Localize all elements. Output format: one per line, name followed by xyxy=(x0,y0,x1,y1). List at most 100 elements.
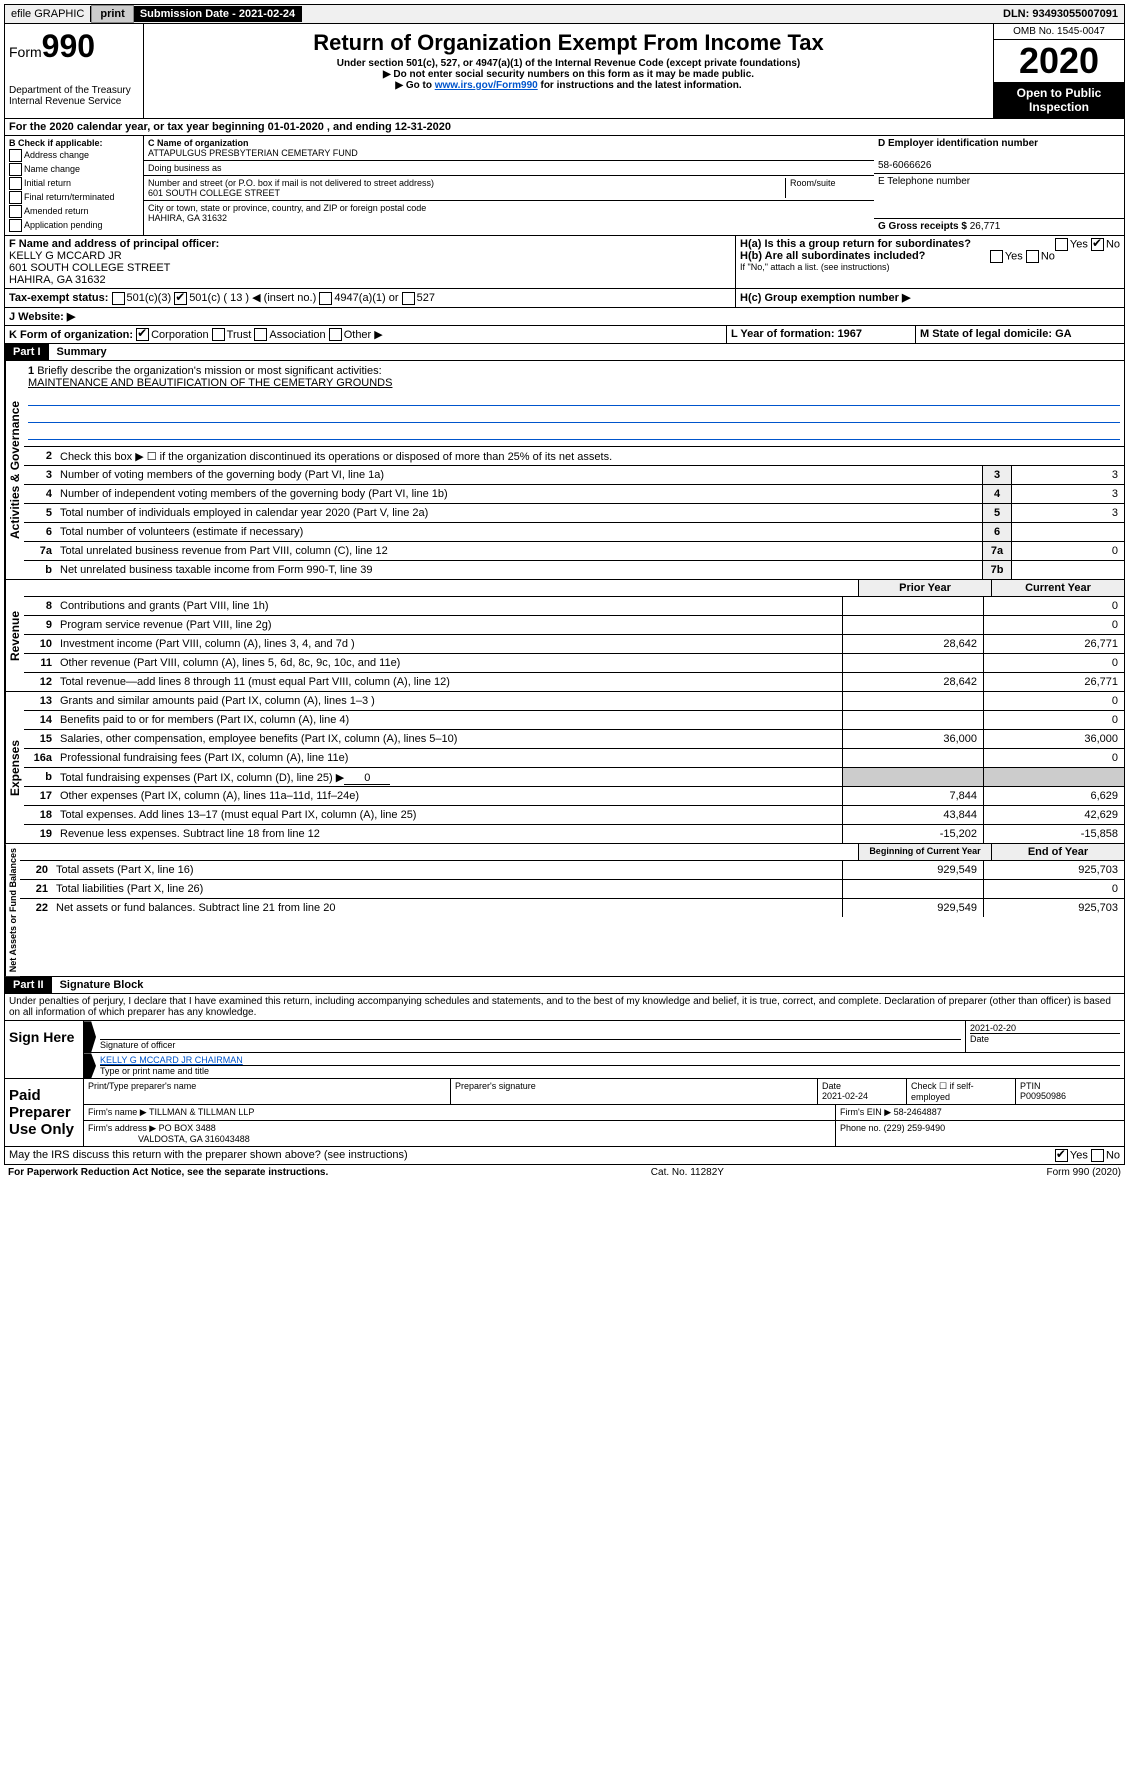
l8-p xyxy=(842,597,983,615)
l19-desc: Revenue less expenses. Subtract line 18 … xyxy=(56,826,842,842)
print-button[interactable]: print xyxy=(91,5,133,23)
dba-label: Doing business as xyxy=(148,163,222,173)
l19-c: -15,858 xyxy=(983,825,1124,843)
hdr-prior: Prior Year xyxy=(858,580,991,596)
l3-desc: Number of voting members of the governin… xyxy=(56,467,982,483)
omb-label: OMB No. 1545-0047 xyxy=(994,24,1124,40)
cb-4947[interactable] xyxy=(319,292,332,305)
form-number: 990 xyxy=(42,28,95,64)
l12-c: 26,771 xyxy=(983,673,1124,691)
cb-corp[interactable] xyxy=(136,328,149,341)
efile-label: efile GRAPHIC xyxy=(5,6,91,22)
cb-pending[interactable] xyxy=(9,219,22,232)
org-name: ATTAPULGUS PRESBYTERIAN CEMETARY FUND xyxy=(148,148,358,158)
g-value: 26,771 xyxy=(970,221,1001,232)
cb-trust[interactable] xyxy=(212,328,225,341)
netassets-section: Net Assets or Fund Balances Beginning of… xyxy=(4,844,1125,977)
ptin-h: PTIN xyxy=(1020,1081,1041,1091)
header-right: OMB No. 1545-0047 2020 Open to Public In… xyxy=(993,24,1124,118)
cb-assoc[interactable] xyxy=(254,328,267,341)
org-form-row: K Form of organization: Corporation Trus… xyxy=(4,326,1125,345)
discuss-q: May the IRS discuss this return with the… xyxy=(9,1149,408,1161)
hc-label: H(c) Group exemption number ▶ xyxy=(740,292,910,304)
l15-desc: Salaries, other compensation, employee b… xyxy=(56,731,842,747)
l20-e: 925,703 xyxy=(983,861,1124,879)
cb-final[interactable] xyxy=(9,191,22,204)
cb-discuss-no[interactable] xyxy=(1091,1149,1104,1162)
l7a-desc: Total unrelated business revenue from Pa… xyxy=(56,543,982,559)
cb-hb-yes[interactable] xyxy=(990,250,1003,263)
l22-e: 925,703 xyxy=(983,899,1124,917)
opt-initial: Initial return xyxy=(24,178,71,188)
opt-name-change: Name change xyxy=(24,164,80,174)
page-footer: For Paperwork Reduction Act Notice, see … xyxy=(4,1165,1125,1180)
l16b-val: 0 xyxy=(344,772,390,785)
l20-b: 929,549 xyxy=(842,861,983,879)
website-row: J Website: ▶ xyxy=(4,308,1125,326)
cb-amended[interactable] xyxy=(9,205,22,218)
opt-4947: 4947(a)(1) or xyxy=(334,292,398,304)
cb-hb-no[interactable] xyxy=(1026,250,1039,263)
discuss-row: May the IRS discuss this return with the… xyxy=(4,1147,1125,1165)
l7b-val xyxy=(1011,561,1124,579)
signer-name[interactable]: KELLY G MCCARD JR CHAIRMAN xyxy=(100,1055,243,1065)
tax-year: 2020 xyxy=(994,40,1124,82)
header-left: Form990 Department of the Treasury Inter… xyxy=(5,24,144,118)
l11-c: 0 xyxy=(983,654,1124,672)
cb-ha-yes[interactable] xyxy=(1055,238,1068,251)
street-value: 601 SOUTH COLLEGE STREET xyxy=(148,188,280,198)
period-text: For the 2020 calendar year, or tax year … xyxy=(5,119,1124,135)
period-row: For the 2020 calendar year, or tax year … xyxy=(4,119,1125,136)
prep-sig-h: Preparer's signature xyxy=(451,1079,818,1104)
firm-addr-label: Firm's address ▶ xyxy=(88,1123,156,1133)
firm-addr1: PO BOX 3488 xyxy=(159,1123,216,1133)
street-label: Number and street (or P.O. box if mail i… xyxy=(148,178,434,188)
m-label: M State of legal domicile: GA xyxy=(920,328,1072,340)
firm-ein-label: Firm's EIN ▶ xyxy=(840,1107,891,1117)
i-label: Tax-exempt status: xyxy=(9,292,108,304)
sign-here-label: Sign Here xyxy=(5,1021,84,1078)
l5-val: 3 xyxy=(1011,504,1124,522)
cb-name-change[interactable] xyxy=(9,163,22,176)
l18-desc: Total expenses. Add lines 13–17 (must eq… xyxy=(56,807,842,823)
l9-p xyxy=(842,616,983,634)
perjury-row: Under penalties of perjury, I declare th… xyxy=(4,994,1125,1021)
l4-desc: Number of independent voting members of … xyxy=(56,486,982,502)
l17-c: 6,629 xyxy=(983,787,1124,805)
l-label: L Year of formation: 1967 xyxy=(731,328,862,340)
cb-527[interactable] xyxy=(402,292,415,305)
l7b-desc: Net unrelated business taxable income fr… xyxy=(56,562,982,578)
l5-desc: Total number of individuals employed in … xyxy=(56,505,982,521)
form-title: Return of Organization Exempt From Incom… xyxy=(152,30,985,56)
cb-discuss-yes[interactable] xyxy=(1055,1149,1068,1162)
opt-final: Final return/terminated xyxy=(24,192,115,202)
discuss-yes: Yes xyxy=(1070,1150,1088,1162)
prep-self-h: Check ☐ if self-employed xyxy=(907,1079,1016,1104)
cb-501c[interactable] xyxy=(174,292,187,305)
cb-address-change[interactable] xyxy=(9,149,22,162)
l11-p xyxy=(842,654,983,672)
footer-right: Form 990 (2020) xyxy=(1047,1167,1121,1178)
opt-amended: Amended return xyxy=(24,206,89,216)
officer-name: KELLY G MCCARD JR xyxy=(9,250,122,262)
entity-block: B Check if applicable: Address change Na… xyxy=(4,136,1125,236)
arrow-icon-2 xyxy=(84,1053,96,1078)
sig-officer-label: Signature of officer xyxy=(100,1039,961,1050)
cb-501c3[interactable] xyxy=(112,292,125,305)
cb-initial[interactable] xyxy=(9,177,22,190)
l8-desc: Contributions and grants (Part VIII, lin… xyxy=(56,598,842,614)
l14-c: 0 xyxy=(983,711,1124,729)
officer-addr2: HAHIRA, GA 31632 xyxy=(9,274,106,286)
city-value: HAHIRA, GA 31632 xyxy=(148,213,227,223)
open-public-label: Open to Public Inspection xyxy=(994,82,1124,118)
l18-c: 42,629 xyxy=(983,806,1124,824)
cb-other[interactable] xyxy=(329,328,342,341)
cb-ha-no[interactable] xyxy=(1091,238,1104,251)
status-row: Tax-exempt status: 501(c)(3) 501(c) ( 13… xyxy=(4,289,1125,308)
officer-block: F Name and address of principal officer:… xyxy=(4,236,1125,289)
opt-assoc: Association xyxy=(269,329,325,341)
l16a-c: 0 xyxy=(983,749,1124,767)
form990-link[interactable]: www.irs.gov/Form990 xyxy=(435,80,538,91)
part1-row: Part I Summary xyxy=(4,344,1125,361)
l12-p: 28,642 xyxy=(842,673,983,691)
